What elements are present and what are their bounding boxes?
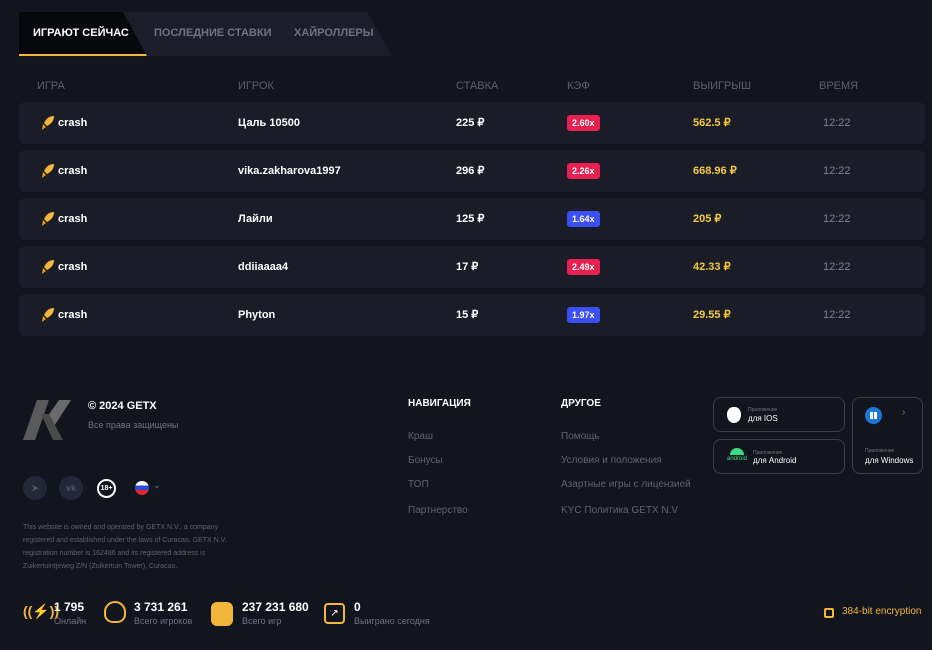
tab-playing-now[interactable]: ИГРАЮТ СЕЙЧАС (19, 12, 147, 56)
rocket-icon (42, 164, 54, 178)
bet-time: 12:22 (823, 213, 851, 225)
other-kyc[interactable]: KYC Политика GETX N.V (561, 505, 679, 516)
stat-games-label: Всего игр (242, 616, 282, 626)
col-win: ВЫИГРЫШ (693, 80, 752, 92)
stat-players-label: Всего игроков (134, 616, 193, 626)
bet-amount: 125 ₽ (456, 213, 485, 225)
rocket-icon (42, 116, 54, 130)
player-name: ddiiaaaa4 (238, 261, 289, 273)
coef-badge: 2.60x (567, 115, 600, 131)
stat-online-value: 1 795 (54, 600, 85, 614)
games-icon (211, 602, 233, 626)
coef-badge: 2.49x (567, 259, 600, 275)
vk-icon[interactable]: vk (59, 476, 83, 500)
nav-bonuses[interactable]: Бонусы (408, 455, 443, 466)
app-label-small: Приложение (753, 450, 783, 456)
other-licensed[interactable]: Азартные игры с лицензией (561, 479, 691, 490)
chevron-down-icon: ⌄ (153, 480, 161, 490)
stat-online-label: Онлайн (54, 616, 87, 626)
player-name: Лайли (238, 213, 273, 225)
win-amount: 668.96 ₽ (693, 165, 737, 177)
rocket-icon (42, 260, 54, 274)
android-app-button[interactable]: android Приложение для Android (713, 439, 845, 474)
coef-badge: 1.97x (567, 307, 600, 323)
android-text: android (727, 456, 748, 462)
players-icon (104, 601, 126, 623)
table-row[interactable]: crash ddiiaaaa4 17 ₽ 2.49x 42.33 ₽ 12:22 (19, 246, 925, 288)
apple-icon (727, 407, 741, 423)
bet-amount: 296 ₽ (456, 165, 485, 177)
app-label: для Windows (865, 456, 914, 465)
bet-amount: 225 ₽ (456, 117, 485, 129)
bet-time: 12:22 (823, 309, 851, 321)
coef-badge: 2.26x (567, 163, 600, 179)
col-coef: КЭФ (567, 80, 590, 92)
chevron-right-icon: › (902, 407, 906, 418)
player-name: vika.zakharova1997 (238, 165, 341, 177)
player-name: Phyton (238, 309, 276, 321)
online-icon: ((⚡)) (23, 603, 60, 619)
nav-title: НАВИГАЦИЯ (408, 398, 471, 409)
game-name[interactable]: crash (58, 261, 88, 273)
legal-text: This website is owned and operated by GE… (23, 524, 227, 570)
android-icon: android (727, 448, 747, 466)
coef-badge: 1.64x (567, 211, 600, 227)
language-selector[interactable]: ⌄ (135, 480, 165, 495)
tabs: ИГРАЮТ СЕЙЧАС ПОСЛЕДНИЕ СТАВКИ ХАЙРОЛЛЕР… (19, 12, 392, 56)
windows-app-button[interactable]: › Приложение для Windows (852, 397, 923, 474)
other-help[interactable]: Помощь (561, 431, 600, 442)
stat-won-label: Выиграно сегодня (354, 616, 430, 626)
col-game: ИГРА (37, 80, 65, 92)
col-time: ВРЕМЯ (819, 80, 859, 92)
nav-crash[interactable]: Краш (408, 431, 433, 442)
rocket-icon (42, 308, 54, 322)
rights: Все права защищены (88, 420, 179, 430)
stat-won-value: 0 (354, 600, 361, 614)
table-row[interactable]: crash Лайли 125 ₽ 1.64x 205 ₽ 12:22 (19, 198, 925, 240)
win-amount: 205 ₽ (693, 213, 722, 225)
rocket-icon (42, 212, 54, 226)
copyright: © 2024 GETX (88, 400, 157, 412)
win-amount: 29.55 ₽ (693, 309, 731, 321)
game-name[interactable]: crash (58, 309, 88, 321)
encryption-text: 384-bit encryption (842, 606, 922, 617)
getx-logo (23, 400, 71, 440)
tab-highrollers[interactable]: ХАЙРОЛЛЕРЫ (294, 27, 374, 39)
russia-flag-icon (135, 481, 149, 495)
age-18-icon: 18+ (97, 479, 116, 498)
nav-partnership[interactable]: Партнерство (408, 505, 468, 516)
table-row[interactable]: crash Цаль 10500 225 ₽ 2.60x 562.5 ₽ 12:… (19, 102, 925, 144)
app-label-small: Приложение (865, 448, 895, 454)
stat-games-value: 237 231 680 (242, 600, 309, 614)
bet-time: 12:22 (823, 117, 851, 129)
bet-amount: 17 ₽ (456, 261, 479, 273)
player-name: Цаль 10500 (238, 117, 300, 129)
game-name[interactable]: crash (58, 213, 88, 225)
bet-time: 12:22 (823, 165, 851, 177)
game-name[interactable]: crash (58, 165, 88, 177)
lock-icon (824, 608, 834, 618)
game-name[interactable]: crash (58, 117, 88, 129)
other-title: ДРУГОЕ (561, 398, 601, 409)
ios-app-button[interactable]: Приложение для IOS (713, 397, 845, 432)
nav-top[interactable]: ТОП (408, 479, 429, 490)
table-row[interactable]: crash vika.zakharova1997 296 ₽ 2.26x 668… (19, 150, 925, 192)
win-amount: 562.5 ₽ (693, 117, 731, 129)
chart-up-icon: ↗ (324, 603, 345, 624)
col-player: ИГРОК (238, 80, 274, 92)
app-label: для IOS (748, 414, 778, 423)
bet-amount: 15 ₽ (456, 309, 479, 321)
telegram-icon[interactable]: ➤ (23, 476, 47, 500)
table-row[interactable]: crash Phyton 15 ₽ 1.97x 29.55 ₽ 12:22 (19, 294, 925, 336)
other-terms[interactable]: Условия и положения (561, 455, 662, 466)
tab-recent-bets[interactable]: ПОСЛЕДНИЕ СТАВКИ (154, 27, 272, 39)
app-label-small: Приложение (748, 407, 778, 413)
bet-time: 12:22 (823, 261, 851, 273)
win-amount: 42.33 ₽ (693, 261, 731, 273)
col-bet: СТАВКА (456, 80, 499, 92)
app-label: для Android (753, 456, 797, 465)
stat-players-value: 3 731 261 (134, 600, 188, 614)
windows-icon (865, 407, 882, 424)
